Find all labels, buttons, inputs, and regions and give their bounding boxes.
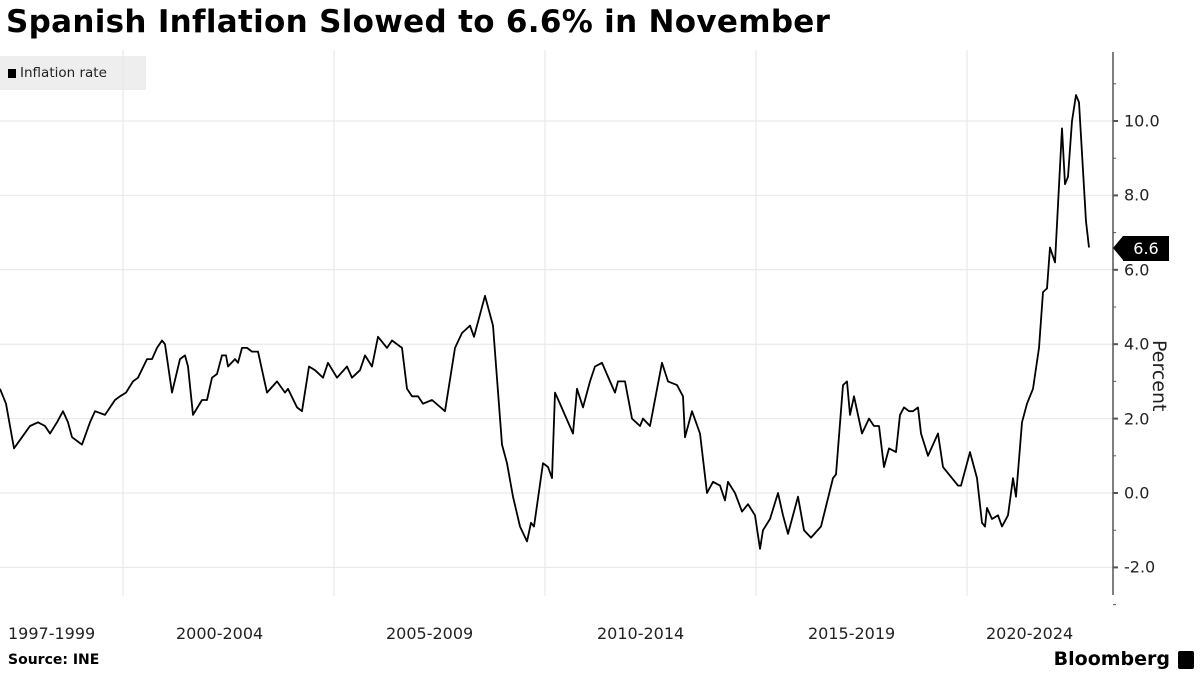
x-tick-label: 1997-1999: [8, 624, 96, 643]
y-tick-label: 8.0: [1124, 185, 1150, 205]
gridlines: [0, 50, 1113, 596]
chart-title: Spanish Inflation Slowed to 6.6% in Nove…: [6, 4, 831, 40]
y-tick-label: -2.0: [1124, 557, 1156, 577]
x-tick-label: 2010-2014: [597, 624, 685, 643]
legend-label: Inflation rate: [20, 65, 107, 81]
x-tick-label: 2000-2004: [176, 624, 264, 643]
x-tick-label: 2020-2024: [986, 624, 1074, 643]
x-tick-label: 2005-2009: [386, 624, 474, 643]
y-axis-label: Percent: [1148, 340, 1170, 412]
legend-swatch-icon: [8, 68, 16, 78]
source-note: Source: INE: [8, 652, 100, 668]
last-value-label: 6.6: [1113, 236, 1169, 261]
y-tick-label: 4.0: [1124, 334, 1150, 354]
y-tick-label: 6.0: [1124, 260, 1150, 280]
y-tick-label: 2.0: [1124, 409, 1150, 429]
inflation-line: [0, 94, 1090, 550]
x-tick-label: 2015-2019: [808, 624, 896, 643]
y-tick-label: 10.0: [1124, 111, 1160, 131]
bloomberg-logo: Bloomberg: [1053, 648, 1170, 670]
legend: Inflation rate: [0, 56, 146, 90]
y-tick-label: 0.0: [1124, 483, 1150, 503]
bloomberg-chart-icon: [1178, 651, 1194, 669]
y-axis: [1112, 52, 1118, 606]
